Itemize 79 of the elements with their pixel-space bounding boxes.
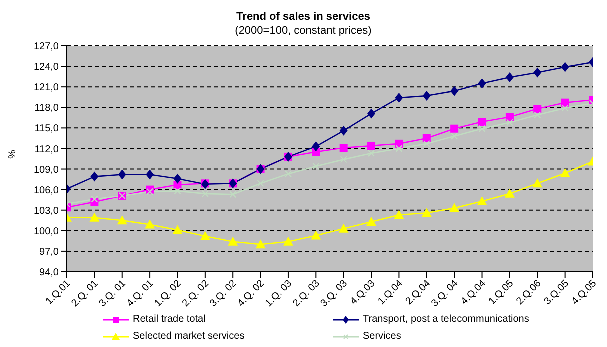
point xyxy=(450,203,460,212)
point xyxy=(451,132,458,140)
point xyxy=(506,113,514,122)
y-tick-label: 103,0 xyxy=(34,206,60,217)
y-tick-label: 127,0 xyxy=(34,42,60,53)
chart-title: Trend of sales in services xyxy=(236,10,372,24)
point xyxy=(230,191,237,198)
point xyxy=(394,210,404,220)
y-tick-label: 106,0 xyxy=(34,185,60,196)
point xyxy=(532,178,543,188)
point xyxy=(422,90,431,101)
point xyxy=(506,119,514,126)
point xyxy=(478,78,486,89)
y-tick-label: 97,0 xyxy=(40,247,60,258)
x-tick-label: 3.Q. 04 xyxy=(430,278,461,310)
point xyxy=(312,142,320,152)
point xyxy=(312,163,320,170)
point xyxy=(340,156,348,164)
point xyxy=(146,188,154,196)
point xyxy=(200,231,210,240)
y-tick-label: 94,0 xyxy=(40,268,60,279)
x-tick-label: 3.Q. 02 xyxy=(208,278,240,310)
point xyxy=(561,98,570,107)
point xyxy=(145,220,156,229)
point xyxy=(534,105,542,114)
point xyxy=(257,180,264,188)
point xyxy=(202,190,209,198)
point xyxy=(534,112,542,119)
point xyxy=(478,118,486,126)
point xyxy=(340,144,348,152)
point xyxy=(256,240,266,249)
point xyxy=(478,125,486,132)
point xyxy=(396,145,403,152)
y-axis-title: % xyxy=(8,150,19,159)
point xyxy=(90,172,99,182)
point xyxy=(560,168,570,178)
point xyxy=(422,208,432,218)
y-tick-label: 100,0 xyxy=(34,226,60,238)
point xyxy=(450,86,459,96)
point xyxy=(118,170,126,180)
point xyxy=(311,230,322,240)
y-tick-label: 109,0 xyxy=(34,164,60,176)
legend-label: Retail trade total xyxy=(133,314,206,325)
point xyxy=(562,104,569,112)
y-tick-label: 118,0 xyxy=(34,103,60,114)
point xyxy=(172,225,183,234)
point xyxy=(90,212,100,222)
point xyxy=(117,216,128,225)
point xyxy=(477,196,488,206)
point xyxy=(506,72,514,83)
point xyxy=(284,170,292,178)
point xyxy=(561,62,570,72)
point xyxy=(423,140,430,148)
point xyxy=(395,93,404,104)
y-tick-label: 121,0 xyxy=(34,82,60,94)
point xyxy=(174,188,182,195)
point xyxy=(283,236,294,246)
x-tick-label: 3.Q. 03 xyxy=(318,278,350,310)
point xyxy=(146,170,154,180)
legend-label: Selected market services xyxy=(133,331,245,342)
point xyxy=(174,174,182,184)
point xyxy=(422,134,431,142)
legend-label: Services xyxy=(363,331,402,342)
point xyxy=(91,196,98,203)
y-tick-label: 124,0 xyxy=(34,62,60,74)
point xyxy=(340,126,348,136)
point xyxy=(366,217,377,226)
point xyxy=(504,188,515,198)
point xyxy=(534,68,542,78)
point xyxy=(368,142,376,150)
point xyxy=(368,108,376,119)
y-tick-label: 115,0 xyxy=(34,124,60,135)
point xyxy=(338,224,349,233)
chart-subtitle: (2000=100, constant prices) xyxy=(234,24,373,38)
point xyxy=(368,150,376,158)
legend-label: Transport, post a telecommunications xyxy=(363,314,530,325)
point xyxy=(228,236,238,246)
y-tick-label: 112,0 xyxy=(34,144,60,156)
point xyxy=(450,124,459,133)
